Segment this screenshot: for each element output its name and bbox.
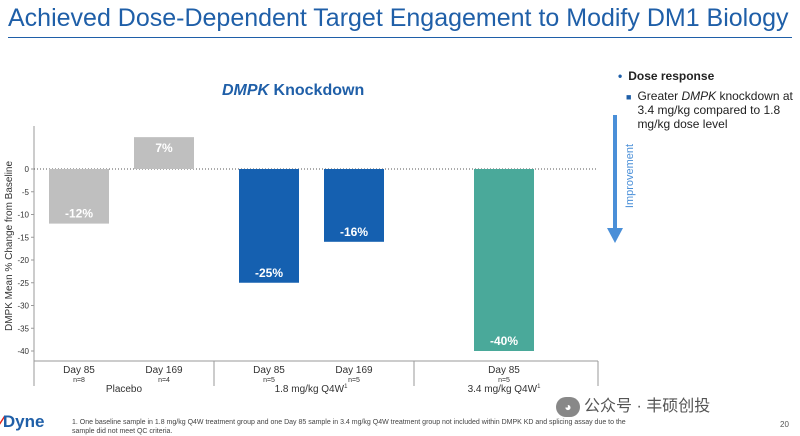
bar — [49, 169, 109, 224]
side-sub-prefix: Greater — [637, 89, 682, 103]
bar-value-label: -25% — [255, 266, 283, 280]
chart-title: DMPK Knockdown — [222, 82, 364, 100]
group-label: 1.8 mg/kg Q4W1 — [275, 384, 348, 395]
y-tick-label: -5 — [22, 188, 30, 197]
dyne-logo: ⁄Dyne — [0, 412, 44, 432]
y-axis-label: DMPK Mean % Change from Baseline — [4, 161, 15, 332]
chart-title-italic: DMPK — [222, 82, 270, 99]
side-sub-rest: knockdown at 3.4 mg/kg compared to 1.8 m… — [637, 89, 793, 131]
bar — [474, 169, 534, 351]
bar — [239, 169, 299, 283]
x-category-label: Day 169 — [335, 365, 373, 376]
x-n-label: n=5 — [498, 377, 510, 384]
y-tick-label: -35 — [17, 324, 29, 333]
logo-text: Dyne — [2, 412, 45, 431]
watermark: ◕ 公众号 · 丰硕创投 — [556, 392, 710, 417]
slide-title: Achieved Dose-Dependent Target Engagemen… — [8, 4, 789, 32]
bar-value-label: 7% — [155, 141, 173, 155]
bar-value-label: -12% — [65, 207, 93, 221]
group-label: 3.4 mg/kg Q4W1 — [468, 384, 541, 395]
group-label-superscript: 1 — [344, 384, 348, 390]
group-label-superscript: 1 — [537, 384, 541, 390]
chart-title-rest: Knockdown — [269, 82, 365, 99]
y-tick-label: -30 — [17, 302, 29, 311]
side-bullet-text: Dose response — [628, 69, 715, 83]
x-category-label: Day 85 — [253, 365, 285, 376]
watermark-text: 公众号 · 丰硕创投 — [584, 398, 711, 415]
x-n-label: n=5 — [348, 377, 360, 384]
y-tick-label: -15 — [17, 233, 29, 242]
y-tick-label: -25 — [17, 279, 29, 288]
x-category-label: Day 85 — [63, 365, 95, 376]
bar-value-label: -40% — [490, 334, 518, 348]
side-sub-italic: DMPK — [681, 89, 717, 103]
side-sub-bullet: ■ Greater DMPK knockdown at 3.4 mg/kg co… — [626, 89, 798, 131]
y-tick-label: 0 — [25, 165, 30, 174]
square-bullet-icon: ■ — [626, 92, 632, 102]
y-tick-label: -10 — [17, 211, 29, 220]
side-bullet: • Dose response — [618, 69, 715, 83]
group-label: Placebo — [106, 384, 143, 395]
y-tick-label: -20 — [17, 256, 29, 265]
title-divider — [8, 37, 792, 38]
wechat-icon: ◕ — [556, 396, 580, 417]
improvement-arrow-head-icon — [607, 228, 623, 243]
y-tick-label: -40 — [17, 347, 29, 356]
side-sub-text: Greater DMPK knockdown at 3.4 mg/kg comp… — [637, 89, 798, 131]
x-n-label: n=8 — [73, 377, 85, 384]
bar — [134, 137, 194, 169]
bar-value-label: -16% — [340, 225, 368, 239]
page-number: 20 — [780, 420, 789, 429]
footnote: 1. One baseline sample in 1.8 mg/kg Q4W … — [72, 419, 626, 435]
side-note: • Dose response ■ Greater DMPK knockdown … — [618, 69, 798, 131]
improvement-label: Improvement — [624, 144, 636, 208]
logo-mark-icon: ⁄ — [0, 412, 3, 431]
x-category-label: Day 85 — [488, 365, 520, 376]
x-n-label: n=4 — [158, 377, 170, 384]
bar — [324, 169, 384, 242]
x-n-label: n=5 — [263, 377, 275, 384]
x-category-label: Day 169 — [145, 365, 183, 376]
